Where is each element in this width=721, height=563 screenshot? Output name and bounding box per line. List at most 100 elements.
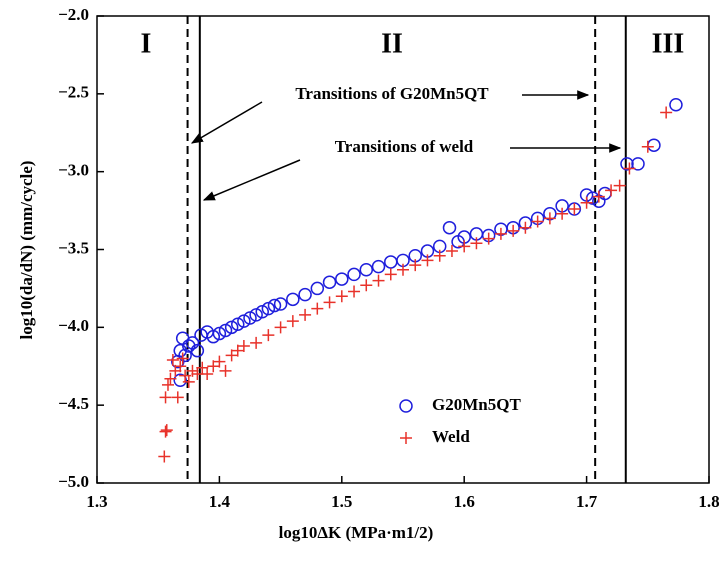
y-axis-label: log10(da/dN) (mm/cycle) <box>17 161 36 340</box>
data-point <box>647 138 661 152</box>
data-point <box>249 308 263 322</box>
legend-symbol <box>400 432 412 444</box>
data-point <box>433 249 446 262</box>
data-point <box>231 344 244 357</box>
data-point <box>641 140 654 153</box>
data-point <box>519 221 532 234</box>
data-point <box>243 311 257 325</box>
data-point <box>531 215 544 228</box>
data-point <box>250 336 263 349</box>
data-point <box>298 287 312 302</box>
y-tick-label: −4.0 <box>58 316 89 335</box>
data-point <box>286 315 299 328</box>
data-point <box>598 186 612 201</box>
data-point <box>182 375 195 388</box>
data-point <box>442 220 457 235</box>
data-point <box>159 391 172 404</box>
data-point <box>494 227 507 240</box>
legend-label: G20Mn5QT <box>432 395 521 414</box>
x-tick-label: 1.7 <box>576 492 598 511</box>
x-tick-label: 1.3 <box>86 492 107 511</box>
data-point <box>620 157 634 171</box>
data-point <box>207 360 220 373</box>
data-point <box>174 360 187 373</box>
y-tick-label: −5.0 <box>58 472 89 491</box>
data-point <box>178 348 192 363</box>
data-point <box>201 368 214 381</box>
data-point <box>592 190 605 203</box>
y-tick-label: −3.5 <box>58 238 89 257</box>
data-point <box>160 424 173 437</box>
data-point <box>161 378 174 391</box>
data-point <box>335 272 349 286</box>
data-point <box>507 224 520 237</box>
data-point <box>185 336 200 350</box>
data-point <box>421 254 434 267</box>
data-point <box>631 157 645 171</box>
data-point <box>158 450 171 463</box>
x-tick-label: 1.8 <box>698 492 719 511</box>
data-point <box>482 232 495 245</box>
data-point <box>669 97 683 112</box>
data-point <box>262 329 275 342</box>
data-point <box>267 298 282 313</box>
data-point <box>310 281 325 296</box>
data-point <box>261 301 276 316</box>
x-tick-label: 1.4 <box>209 492 231 511</box>
data-point <box>219 364 232 377</box>
data-point <box>580 196 593 209</box>
data-point <box>322 275 337 289</box>
data-point <box>179 369 192 382</box>
data-point <box>224 320 239 335</box>
y-tick-label: −2.0 <box>58 5 89 24</box>
data-point <box>568 203 581 216</box>
data-point <box>348 285 361 298</box>
data-point <box>623 162 636 175</box>
x-tick-label: 1.5 <box>331 492 352 511</box>
data-point <box>255 305 269 319</box>
arrow <box>190 101 263 144</box>
data-point <box>186 364 199 377</box>
data-point <box>613 179 626 192</box>
data-point <box>359 262 374 277</box>
data-point <box>605 184 618 197</box>
data-point <box>171 391 184 404</box>
annotation: Transitions of weld <box>335 137 474 156</box>
data-point <box>299 308 312 321</box>
data-point <box>286 292 300 307</box>
data-point <box>190 343 205 358</box>
data-point <box>323 296 336 309</box>
data-point <box>470 237 483 250</box>
data-point <box>159 425 172 438</box>
data-point <box>164 372 177 385</box>
data-point <box>347 267 361 282</box>
data-point <box>445 245 458 258</box>
data-point <box>335 290 348 303</box>
region-label: III <box>652 28 685 59</box>
data-point <box>237 314 251 328</box>
data-point <box>543 212 556 225</box>
region-label: II <box>381 28 403 59</box>
region-label: I <box>141 28 152 59</box>
data-point <box>409 259 422 272</box>
data-point <box>176 352 189 365</box>
data-point <box>556 207 569 220</box>
data-point <box>166 354 179 367</box>
data-point <box>372 274 385 287</box>
data-point <box>311 302 324 315</box>
data-point <box>225 349 238 362</box>
data-point <box>360 279 373 292</box>
data-point <box>274 321 287 334</box>
annotation: Transitions of G20Mn5QT <box>295 84 489 103</box>
data-point <box>231 317 245 331</box>
data-point <box>213 355 226 368</box>
data-point <box>273 297 288 311</box>
data-point <box>218 323 233 338</box>
data-point <box>458 240 471 253</box>
x-tick-label: 1.6 <box>454 492 475 511</box>
data-point <box>371 259 386 274</box>
data-point <box>660 106 673 119</box>
data-point <box>237 340 250 353</box>
y-tick-label: −4.5 <box>58 394 89 413</box>
